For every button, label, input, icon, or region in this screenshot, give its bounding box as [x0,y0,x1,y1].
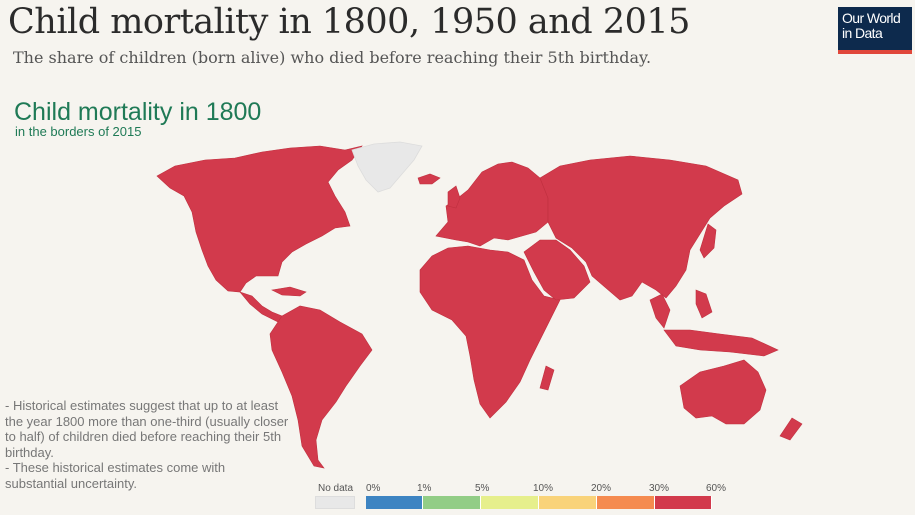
region-caribbean[interactable] [271,286,307,297]
legend-tick-label: 1% [417,483,432,494]
legend-swatch-0[interactable] [366,496,423,509]
region-north-america[interactable] [156,145,363,293]
region-new-zealand[interactable] [779,417,803,441]
legend-swatch-2[interactable] [481,496,539,509]
region-greenland[interactable] [351,141,423,193]
legend-tick-label: 10% [533,483,554,494]
legend-nodata-label: No data [318,483,354,494]
legend-swatch-1[interactable] [423,496,481,509]
legend-tick-label: 5% [475,483,490,494]
region-middle-east[interactable] [523,239,591,301]
region-japan[interactable] [699,223,717,259]
map-title: Child mortality in 1800 [14,98,262,126]
region-madagascar[interactable] [539,365,555,391]
region-iceland[interactable] [417,173,441,185]
legend-swatch-4[interactable] [597,496,655,509]
owid-logo[interactable]: Our World in Data [838,7,912,54]
map-subtitle: in the borders of 2015 [15,124,142,139]
region-south-america[interactable] [269,305,373,469]
logo-line-2: in Data [842,25,883,41]
region-indonesia[interactable] [663,329,779,357]
legend-tick-label: 20% [591,483,612,494]
legend-tick-label: 60% [706,483,727,494]
region-southeast-asia[interactable] [649,293,671,329]
legend-swatch-3[interactable] [539,496,597,509]
note-line-1: - Historical estimates suggest that up t… [5,398,289,460]
page-title: Child mortality in 1800, 1950 and 2015 [8,2,690,42]
legend-color-bar [366,496,712,509]
page-subtitle: The share of children (born alive) who d… [13,48,652,67]
region-uk[interactable] [447,185,461,209]
logo-line-1: Our World [842,10,901,26]
legend-swatch-5[interactable] [655,496,712,509]
legend-tick-label: 30% [649,483,670,494]
region-asia[interactable] [539,155,743,301]
region-australia[interactable] [679,359,767,425]
note-line-2: - These historical estimates come with s… [5,460,226,491]
region-africa[interactable] [419,245,561,419]
legend-tick-label: 0% [366,483,381,494]
region-philippines[interactable] [695,289,713,319]
historical-note: - Historical estimates suggest that up t… [5,398,290,491]
legend-nodata-swatch [315,496,355,509]
